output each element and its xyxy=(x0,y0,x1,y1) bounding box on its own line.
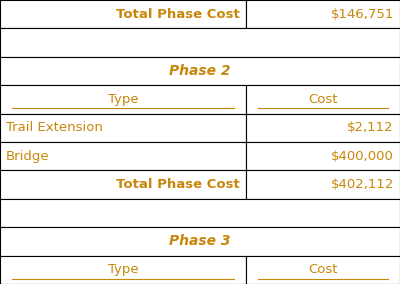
Text: Total Phase Cost: Total Phase Cost xyxy=(116,178,240,191)
Text: Bridge: Bridge xyxy=(6,150,50,163)
FancyBboxPatch shape xyxy=(246,85,400,114)
FancyBboxPatch shape xyxy=(0,114,246,142)
FancyBboxPatch shape xyxy=(0,57,400,85)
FancyBboxPatch shape xyxy=(0,85,246,114)
Text: $2,112: $2,112 xyxy=(347,121,394,134)
Text: Trail Extension: Trail Extension xyxy=(6,121,103,134)
FancyBboxPatch shape xyxy=(246,114,400,142)
FancyBboxPatch shape xyxy=(0,0,246,28)
FancyBboxPatch shape xyxy=(0,199,400,227)
FancyBboxPatch shape xyxy=(246,142,400,170)
Text: $146,751: $146,751 xyxy=(331,8,394,21)
FancyBboxPatch shape xyxy=(246,0,400,28)
Text: Cost: Cost xyxy=(308,263,338,276)
FancyBboxPatch shape xyxy=(0,227,400,256)
Text: Cost: Cost xyxy=(308,93,338,106)
FancyBboxPatch shape xyxy=(0,256,246,284)
Text: $400,000: $400,000 xyxy=(331,150,394,163)
FancyBboxPatch shape xyxy=(246,170,400,199)
FancyBboxPatch shape xyxy=(0,28,400,57)
FancyBboxPatch shape xyxy=(246,256,400,284)
Text: Type: Type xyxy=(108,263,138,276)
FancyBboxPatch shape xyxy=(0,142,246,170)
Text: Phase 3: Phase 3 xyxy=(169,234,231,248)
Text: Phase 2: Phase 2 xyxy=(169,64,231,78)
FancyBboxPatch shape xyxy=(0,170,246,199)
Text: Type: Type xyxy=(108,93,138,106)
Text: Total Phase Cost: Total Phase Cost xyxy=(116,8,240,21)
Text: $402,112: $402,112 xyxy=(331,178,394,191)
